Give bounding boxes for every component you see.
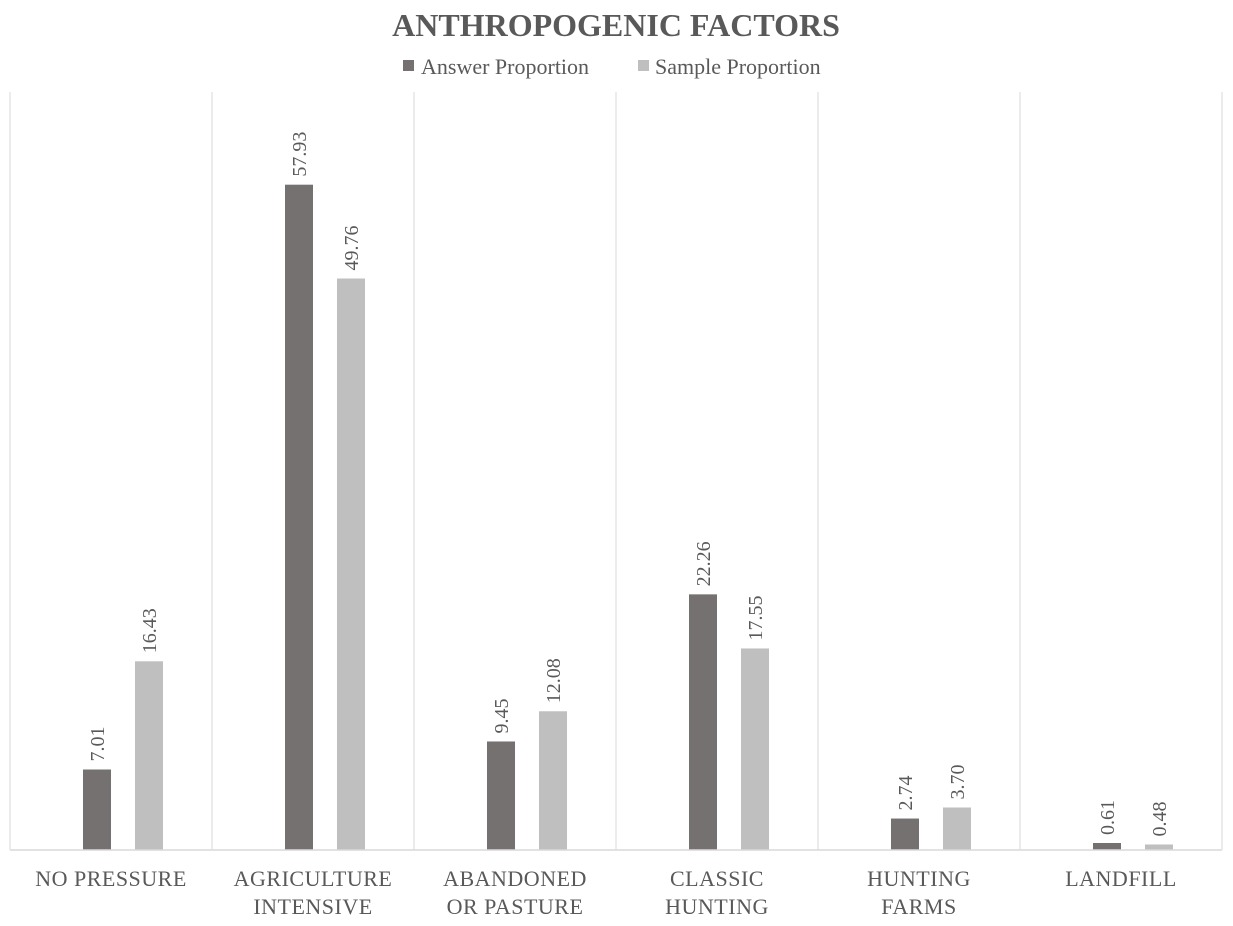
- bar-answer: [487, 741, 515, 850]
- data-label: 2.74: [895, 776, 917, 811]
- x-tick-label: HUNTING: [665, 894, 769, 919]
- x-tick-label: INTENSIVE: [253, 894, 372, 919]
- x-tick-labels: NO PRESSURE AGRICULTURE INTENSIVE ABANDONED…: [35, 866, 1177, 919]
- bar-answer: [285, 184, 313, 850]
- data-label: 7.01: [87, 726, 109, 761]
- category-separators: [9, 92, 1223, 850]
- bar-answer: [891, 818, 919, 850]
- x-tick-label: ABANDONED: [443, 866, 587, 891]
- x-tick-label: AGRICULTURE: [234, 866, 393, 891]
- data-label: 9.45: [491, 698, 513, 733]
- chart-title: ANTHROPOGENIC FACTORS: [392, 7, 840, 43]
- bar-sample: [337, 278, 365, 851]
- bar-answer: [83, 769, 111, 850]
- bar-sample: [539, 711, 567, 850]
- bars: [83, 184, 1173, 851]
- x-tick-label: NO PRESSURE: [35, 866, 187, 891]
- x-tick-label: FARMS: [881, 894, 956, 919]
- data-label: 3.70: [947, 765, 969, 800]
- x-tick-label: CLASSIC: [670, 866, 764, 891]
- bar-answer: [1093, 842, 1121, 850]
- bar-sample: [741, 648, 769, 850]
- data-label: 57.93: [289, 132, 311, 177]
- bar-sample: [1145, 844, 1173, 850]
- bar-sample: [135, 661, 163, 850]
- data-label: 49.76: [341, 226, 363, 271]
- x-tick-label: LANDFILL: [1065, 866, 1177, 891]
- legend-swatch-sample: [638, 60, 649, 71]
- bar-sample: [943, 807, 971, 850]
- legend-label-answer: Answer Proportion: [421, 54, 589, 79]
- bar-answer: [689, 594, 717, 850]
- data-label: 16.43: [139, 608, 161, 653]
- x-tick-label: HUNTING: [867, 866, 971, 891]
- data-label: 22.26: [693, 541, 715, 586]
- data-label: 17.55: [745, 595, 767, 640]
- data-label: 12.08: [543, 658, 565, 703]
- data-label: 0.61: [1097, 800, 1119, 835]
- legend: Answer Proportion Sample Proportion: [403, 54, 821, 79]
- data-label: 0.48: [1149, 801, 1171, 836]
- legend-label-sample: Sample Proportion: [655, 54, 821, 79]
- legend-swatch-answer: [403, 60, 414, 71]
- data-labels: 7.01 57.93 9.45 22.26 2.74 0.61 16.43 49.76 12.0…: [87, 132, 1171, 837]
- x-tick-label: OR PASTURE: [447, 894, 584, 919]
